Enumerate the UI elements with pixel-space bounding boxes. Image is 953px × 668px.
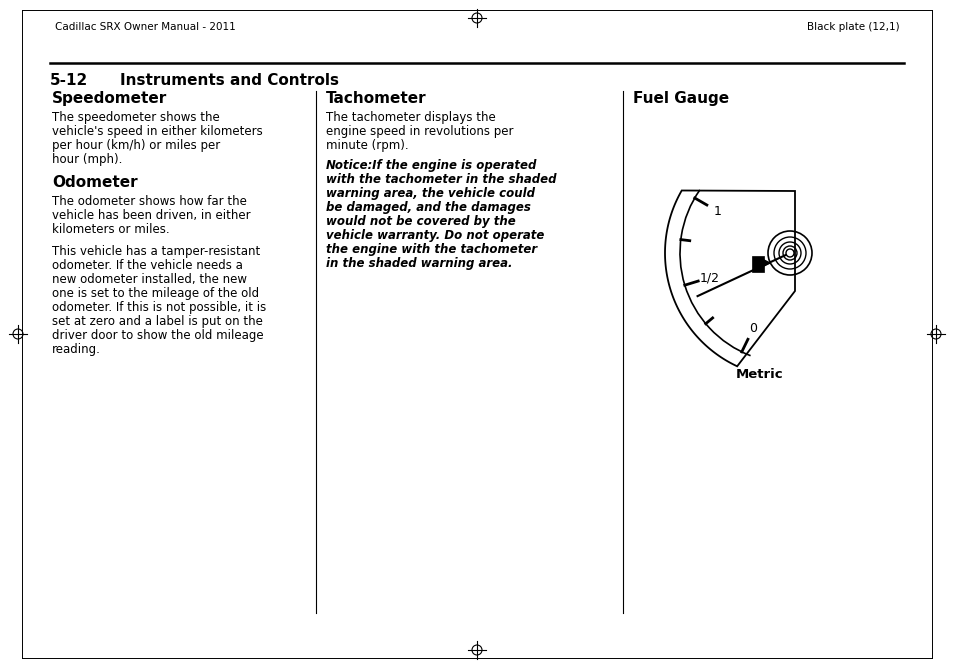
Text: 0: 0	[748, 322, 757, 335]
Text: 5-12: 5-12	[50, 73, 89, 88]
Polygon shape	[664, 190, 794, 366]
Text: the engine with the tachometer: the engine with the tachometer	[326, 243, 537, 256]
Text: vehicle warranty. Do not operate: vehicle warranty. Do not operate	[326, 229, 544, 242]
Text: Cadillac SRX Owner Manual - 2011: Cadillac SRX Owner Manual - 2011	[55, 22, 235, 32]
Text: The speedometer shows the: The speedometer shows the	[52, 111, 219, 124]
Text: This vehicle has a tamper-resistant: This vehicle has a tamper-resistant	[52, 245, 260, 258]
FancyBboxPatch shape	[751, 256, 763, 272]
Text: Metric: Metric	[736, 368, 783, 381]
Text: hour (mph).: hour (mph).	[52, 153, 122, 166]
Circle shape	[785, 249, 793, 257]
Text: The tachometer displays the: The tachometer displays the	[326, 111, 496, 124]
Text: set at zero and a label is put on the: set at zero and a label is put on the	[52, 315, 263, 328]
Text: vehicle has been driven, in either: vehicle has been driven, in either	[52, 209, 251, 222]
Text: Black plate (12,1): Black plate (12,1)	[806, 22, 899, 32]
Text: odometer. If the vehicle needs a: odometer. If the vehicle needs a	[52, 259, 243, 272]
Text: per hour (km/h) or miles per: per hour (km/h) or miles per	[52, 139, 220, 152]
Text: minute (rpm).: minute (rpm).	[326, 139, 408, 152]
Text: 1: 1	[713, 204, 720, 218]
Text: If the engine is operated: If the engine is operated	[368, 159, 536, 172]
Text: Tachometer: Tachometer	[326, 91, 426, 106]
Text: kilometers or miles.: kilometers or miles.	[52, 223, 170, 236]
Text: odometer. If this is not possible, it is: odometer. If this is not possible, it is	[52, 301, 266, 314]
Polygon shape	[763, 260, 769, 266]
Text: Notice:: Notice:	[326, 159, 373, 172]
Text: in the shaded warning area.: in the shaded warning area.	[326, 257, 512, 270]
Text: new odometer installed, the new: new odometer installed, the new	[52, 273, 247, 286]
Text: The odometer shows how far the: The odometer shows how far the	[52, 195, 247, 208]
Text: engine speed in revolutions per: engine speed in revolutions per	[326, 125, 513, 138]
Text: vehicle's speed in either kilometers: vehicle's speed in either kilometers	[52, 125, 262, 138]
Text: 1/2: 1/2	[699, 271, 719, 284]
Text: Fuel Gauge: Fuel Gauge	[633, 91, 728, 106]
Text: one is set to the mileage of the old: one is set to the mileage of the old	[52, 287, 259, 300]
Text: driver door to show the old mileage: driver door to show the old mileage	[52, 329, 263, 342]
Text: Speedometer: Speedometer	[52, 91, 167, 106]
Text: with the tachometer in the shaded: with the tachometer in the shaded	[326, 173, 556, 186]
Text: Instruments and Controls: Instruments and Controls	[120, 73, 338, 88]
Text: would not be covered by the: would not be covered by the	[326, 215, 516, 228]
Text: Odometer: Odometer	[52, 175, 137, 190]
Text: warning area, the vehicle could: warning area, the vehicle could	[326, 187, 535, 200]
Text: be damaged, and the damages: be damaged, and the damages	[326, 201, 530, 214]
Text: reading.: reading.	[52, 343, 101, 356]
